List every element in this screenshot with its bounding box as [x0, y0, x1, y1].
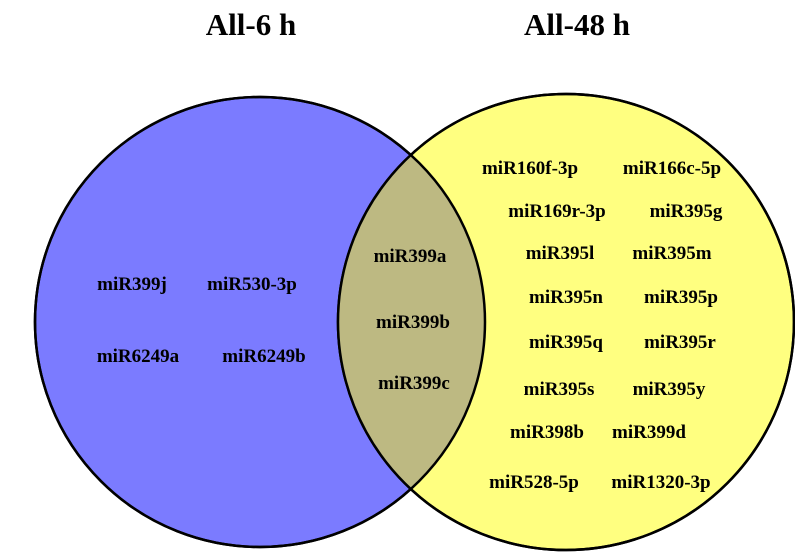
set-right-item: miR395s	[524, 379, 595, 400]
set-right-item: miR395g	[650, 201, 723, 222]
set-right-item: miR395m	[632, 243, 711, 264]
set-right-item: miR395n	[529, 287, 603, 308]
set-right-item: miR395l	[526, 243, 595, 264]
set-left-outline	[33, 95, 487, 549]
set-right-outline	[336, 92, 795, 552]
set-left-item: miR530-3p	[207, 274, 297, 295]
set-right-item: miR395p	[644, 287, 718, 308]
set-overlap-item: miR399a	[374, 246, 447, 267]
set-right-item: miR395q	[529, 332, 603, 353]
set-left-title: All-6 h	[206, 7, 296, 42]
set-right-item: miR399d	[612, 422, 686, 443]
set-right-item: miR166c-5p	[623, 158, 721, 179]
set-right-item: miR395y	[633, 379, 706, 400]
set-overlap-region	[338, 97, 485, 547]
set-overlap-item: miR399b	[376, 312, 450, 333]
set-right-item: miR528-5p	[489, 472, 579, 493]
set-left-item: miR6249a	[97, 346, 180, 367]
set-overlap-item: miR399c	[378, 373, 450, 394]
set-right-item: miR398b	[510, 422, 584, 443]
set-left-item: miR6249b	[222, 346, 305, 367]
set-left-item: miR399j	[97, 274, 167, 295]
set-right-item: miR1320-3p	[611, 472, 710, 493]
set-right-item: miR160f-3p	[482, 158, 578, 179]
set-right-item: miR169r-3p	[508, 201, 605, 222]
set-right-title: All-48 h	[524, 7, 630, 42]
set-right-item: miR395r	[644, 332, 716, 353]
